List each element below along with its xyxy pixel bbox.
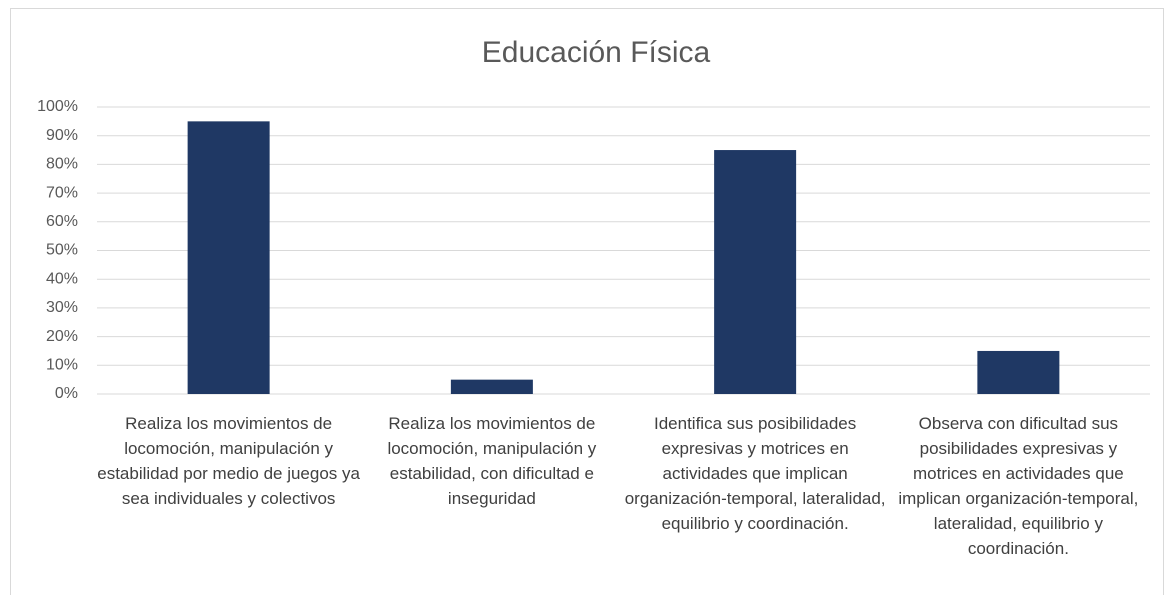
y-tick-label: 30% <box>46 299 78 316</box>
x-tick-label: Identifica sus posibilidades expresivas … <box>624 414 886 533</box>
y-tick-label: 10% <box>46 357 78 374</box>
chart-title: Educación Física <box>482 36 711 69</box>
bar <box>977 350 1060 394</box>
y-tick-label: 20% <box>46 328 78 345</box>
bar <box>450 379 533 394</box>
y-tick-label: 70% <box>46 184 78 201</box>
y-tick-label: 90% <box>46 127 78 144</box>
x-tick-label: Realiza los movimientos de locomoción, m… <box>97 414 360 508</box>
y-tick-label: 100% <box>37 98 78 115</box>
bar <box>187 121 270 394</box>
y-tick-label: 80% <box>46 156 78 173</box>
y-tick-label: 50% <box>46 242 78 259</box>
y-tick-label: 60% <box>46 213 78 230</box>
y-tick-label: 0% <box>55 385 78 402</box>
bar <box>714 150 797 394</box>
chart-border <box>10 8 1164 595</box>
x-tick-label: Observa con dificultad sus posibilidades… <box>898 414 1139 558</box>
x-tick-label: Realiza los movimientos de locomoción, m… <box>387 414 597 508</box>
y-tick-label: 40% <box>46 270 78 287</box>
